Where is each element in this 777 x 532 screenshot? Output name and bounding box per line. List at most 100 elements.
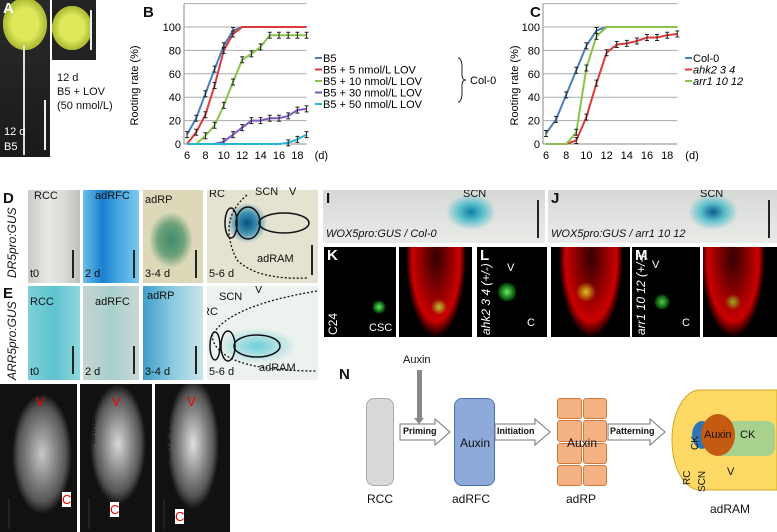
ram-scn-label: SCN — [697, 470, 708, 492]
error-bar — [295, 31, 300, 39]
auxin-down-arrowhead — [414, 418, 424, 424]
y-tick-label: 80 — [169, 45, 181, 57]
panel-label-c: C — [530, 4, 541, 21]
error-bar — [286, 139, 291, 147]
adrp-cell — [557, 398, 582, 420]
error-bar — [665, 31, 670, 39]
error-bar — [194, 114, 199, 122]
adrfc-box — [454, 398, 495, 486]
ram-ck-right-label: CK — [740, 429, 756, 441]
m-green-image: M arr1 10 12 (+/-) V C — [632, 247, 700, 337]
a-day-label: 12 d — [4, 126, 26, 138]
error-bar — [594, 79, 599, 87]
rcc-box — [366, 398, 394, 486]
priming-arrow — [399, 418, 451, 447]
error-bar — [614, 41, 619, 49]
ram-auxin-label: Auxin — [704, 429, 732, 441]
x-tick-label: 8 — [563, 150, 569, 162]
error-bar — [277, 114, 281, 122]
l-green-image: L ahk2 3 4 (+/-) V C — [477, 247, 547, 337]
error-bar — [604, 49, 609, 57]
label-rc: RC — [209, 190, 225, 200]
x-tick-label: 6 — [543, 150, 549, 162]
error-bar — [249, 117, 254, 125]
error-bar — [212, 121, 217, 129]
y-tick-label: 0 — [534, 139, 540, 151]
label-v: V — [112, 394, 121, 409]
label-v: V — [187, 394, 196, 409]
time-label: 2 d — [85, 268, 101, 280]
y-tick-label: 40 — [169, 92, 181, 104]
l-red-image — [551, 247, 630, 337]
label-v: V — [652, 259, 660, 271]
panel-label-f: F — [3, 384, 13, 401]
adrp-cell — [582, 398, 607, 420]
error-bar — [221, 101, 226, 109]
genotype-label: arr1 10 12 (+/-) — [634, 254, 648, 335]
photo-a-lov — [52, 0, 96, 60]
error-bar — [286, 112, 291, 120]
panel-label-b: B — [143, 4, 154, 21]
error-bar — [185, 131, 189, 139]
label-scn: SCN — [463, 190, 487, 200]
x-tick-label: 18 — [661, 150, 673, 162]
e-row-label: ARR5pro:GUS — [5, 301, 19, 380]
error-bar — [267, 114, 272, 122]
y-tick-label: 0 — [175, 139, 181, 151]
legend-entry: B5 + 10 nmol/L LOV — [323, 76, 423, 88]
e-image-5-6d: RC SCN V adRAM 5-6 d — [207, 286, 318, 380]
y-tick-label: 60 — [528, 69, 540, 81]
y-tick-label: 20 — [528, 116, 540, 128]
label-adrfc: adRFC — [95, 190, 130, 202]
legend-entry: ahk2 3 4 — [693, 65, 735, 77]
d-image-2d: adRFC 2 d — [83, 190, 139, 283]
legend-entry: B5 + 5 nmol/L LOV — [323, 65, 417, 77]
m-red-image — [703, 247, 777, 337]
error-bar — [675, 30, 680, 38]
y-tick-label: 100 — [163, 22, 181, 34]
genotype-label: ahk2 3 4 (+/-) — [479, 263, 493, 335]
error-bar — [564, 91, 569, 99]
genotype-label: C24 — [326, 312, 340, 335]
y-tick-label: 100 — [522, 22, 540, 34]
error-bar — [258, 43, 263, 51]
patterning-arrow — [607, 418, 666, 447]
panel-label-l: L — [480, 247, 490, 264]
g-image: G ahk2 3 4 V C — [80, 384, 152, 532]
y-tick-label: 20 — [169, 116, 181, 128]
error-bar — [231, 30, 235, 38]
label-rcc: RCC — [30, 296, 54, 308]
x-tick-label: 14 — [254, 150, 266, 162]
a2-day-label: 12 d — [57, 72, 79, 84]
adrfc-auxin-label: Auxin — [460, 436, 491, 450]
label-adrp: adRP — [147, 290, 175, 302]
x-tick-label: 10 — [580, 150, 592, 162]
label-scn: SCN — [700, 190, 724, 200]
label-adram: adRAM — [257, 253, 294, 265]
error-bar — [304, 31, 309, 39]
error-bar — [655, 34, 660, 42]
label-c: C — [175, 509, 185, 524]
genotype-label: ahk2 3 4 — [84, 397, 98, 444]
adrp-cell — [582, 420, 607, 442]
error-bar — [249, 50, 254, 58]
x-tick-label: 12 — [600, 150, 612, 162]
legend-entry: B5 + 30 nmol/L LOV — [323, 88, 423, 100]
label-c: C — [682, 317, 690, 329]
y-tick-label: 80 — [528, 45, 540, 57]
photo-a-control: 12 d B5 — [0, 0, 50, 157]
series-line — [186, 26, 307, 145]
initiation-arrow — [494, 418, 551, 447]
error-bar — [212, 82, 217, 89]
label-c: C — [527, 317, 535, 329]
legend-entry: B5 + 50 nmol/L LOV — [323, 99, 423, 111]
ram-ck-left-label: CK — [690, 436, 701, 450]
label-c: C — [62, 492, 72, 507]
error-bar — [584, 64, 589, 72]
adrp-cell — [557, 464, 582, 486]
series-line — [187, 133, 308, 145]
error-bar — [295, 106, 300, 114]
x-tick-label: 16 — [273, 150, 285, 162]
label-c: C — [110, 502, 120, 517]
